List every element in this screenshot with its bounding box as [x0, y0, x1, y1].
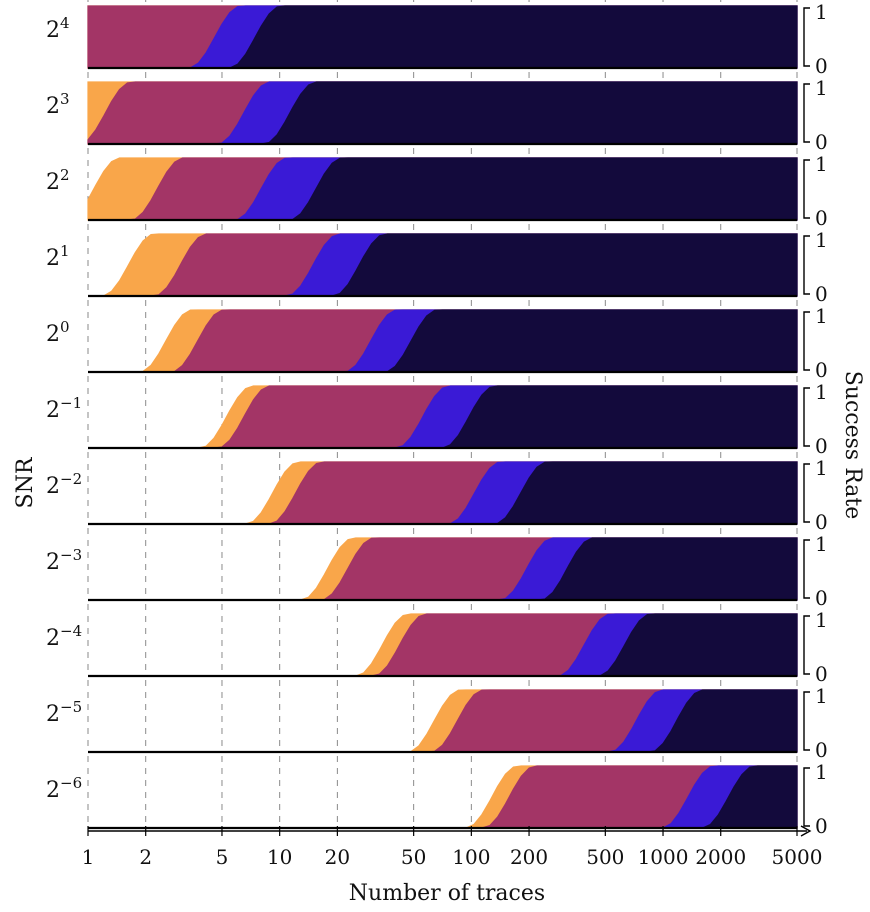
x-tick-label: 200	[510, 845, 548, 869]
y-tick-label: 1	[815, 608, 828, 632]
snr-row-label: 23	[46, 90, 70, 119]
panel-6: 1 0 2−2	[46, 452, 828, 534]
right-axis-bracket	[803, 7, 810, 67]
x-tick-label: 1	[82, 845, 95, 869]
y-tick-label: 1	[815, 152, 828, 176]
y-tick-label: 0	[815, 434, 828, 458]
right-axis-bracket	[803, 387, 810, 447]
right-axis-bracket	[803, 615, 810, 675]
x-tick-label: 2000	[695, 845, 746, 869]
panel-9: 1 0 2−5	[46, 680, 828, 762]
x-tick-label: 10	[267, 845, 292, 869]
y-tick-label: 0	[815, 358, 828, 382]
panel-7: 1 0 2−3	[46, 528, 828, 610]
y-tick-label: 1	[815, 456, 828, 480]
panel-10: 1 0 2−6	[46, 756, 828, 838]
y-tick-label: 0	[815, 130, 828, 154]
snr-row-label: 20	[46, 318, 70, 347]
y-tick-label: 0	[815, 662, 828, 686]
y-tick-label: 1	[815, 380, 828, 404]
snr-row-label: 2−6	[46, 774, 82, 803]
x-tick-label: 5000	[772, 845, 823, 869]
right-axis-bracket	[803, 83, 810, 143]
y-tick-label: 0	[815, 586, 828, 610]
y-tick-label: 1	[815, 684, 828, 708]
y-tick-label: 1	[815, 532, 828, 556]
snr-row-label: 2−4	[46, 622, 82, 651]
x-tick-label: 500	[586, 845, 624, 869]
right-axis-bracket	[803, 311, 810, 371]
right-axis-bracket	[803, 159, 810, 219]
snr-row-label: 24	[46, 14, 70, 43]
y-tick-label: 1	[815, 76, 828, 100]
right-axis-bracket	[803, 539, 810, 599]
snr-row-label: 2−2	[46, 470, 82, 499]
panel-0: 1 0 24	[46, 0, 828, 78]
panel-2: 1 0 22	[46, 148, 828, 230]
right-axis-bracket	[803, 691, 810, 751]
y-tick-label: 1	[815, 760, 828, 784]
right-axis-bracket	[803, 463, 810, 523]
y-tick-label: 0	[815, 282, 828, 306]
panel-8: 1 0 2−4	[46, 604, 828, 686]
x-axis-label: Number of traces	[349, 881, 545, 906]
y-axis-label-right: Success Rate	[840, 371, 865, 520]
snr-row-label: 22	[46, 166, 70, 195]
x-axis-arrow	[800, 825, 812, 837]
right-axis-bracket	[803, 767, 810, 827]
y-tick-label: 1	[815, 304, 828, 328]
x-tick-label: 1000	[638, 845, 689, 869]
y-tick-label: 0	[815, 738, 828, 762]
y-tick-label: 1	[815, 228, 828, 252]
x-tick-label: 20	[325, 845, 350, 869]
snr-row-label: 2−3	[46, 546, 82, 575]
x-tick-label: 100	[452, 845, 490, 869]
snr-row-label: 2−5	[46, 698, 82, 727]
y-tick-label: 0	[815, 510, 828, 534]
x-tick-label: 2	[139, 845, 152, 869]
y-axis-label-left: SNR	[13, 456, 38, 508]
y-tick-label: 0	[815, 814, 828, 838]
y-tick-label: 1	[815, 0, 828, 24]
panel-3: 1 0 21	[46, 224, 828, 306]
right-axis-bracket	[803, 235, 810, 295]
snr-row-label: 2−1	[46, 394, 82, 423]
snr-row-label: 21	[46, 242, 70, 271]
panels-group: 10241023102210211020102−1102−2102−3102−4…	[46, 0, 828, 838]
x-tick-label: 5	[216, 845, 229, 869]
panel-4: 1 0 20	[46, 300, 828, 382]
x-tick-label: 50	[401, 845, 426, 869]
x-axis: 1 2 5 10 20 50 100 200 500 1000 2000 5000	[82, 825, 823, 869]
panel-5: 1 0 2−1	[46, 376, 828, 458]
panel-1: 1 0 23	[46, 72, 828, 154]
y-tick-label: 0	[815, 54, 828, 78]
y-tick-label: 0	[815, 206, 828, 230]
